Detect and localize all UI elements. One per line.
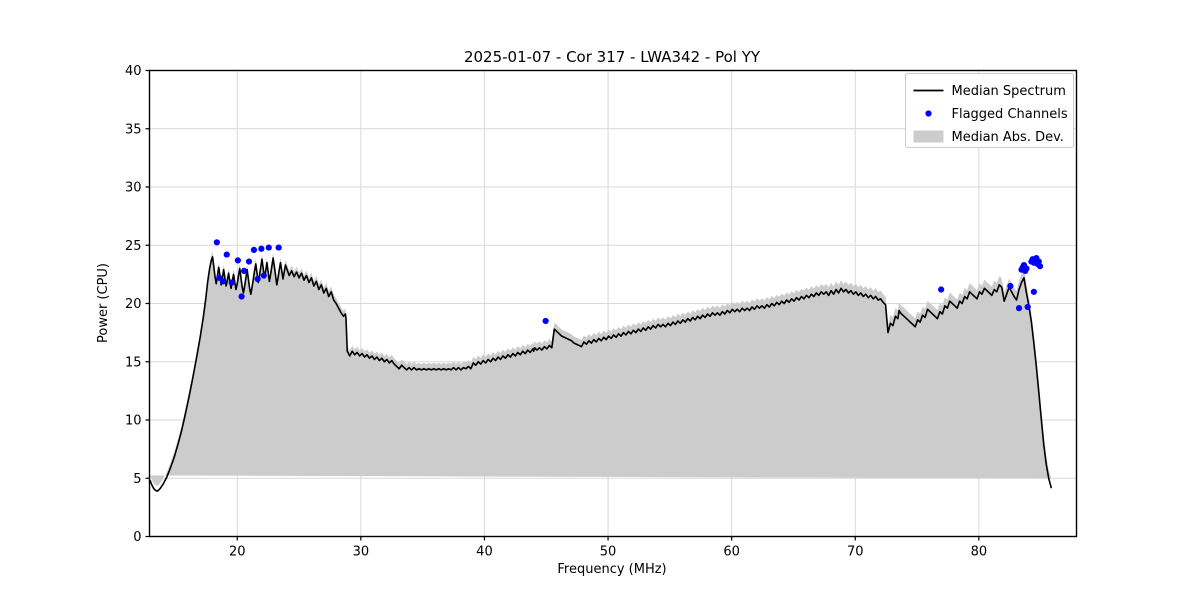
flagged-channel-point bbox=[1030, 288, 1037, 295]
x-tick-label: 30 bbox=[353, 545, 370, 560]
flagged-channel-point bbox=[265, 244, 272, 251]
x-tick-label: 80 bbox=[971, 545, 988, 560]
flagged-channel-point bbox=[240, 267, 248, 274]
legend-label: Flagged Channels bbox=[952, 107, 1068, 122]
flagged-channel-point bbox=[1036, 263, 1044, 270]
flagged-channel-point bbox=[219, 278, 227, 285]
y-tick-label: 10 bbox=[125, 414, 142, 429]
legend-box bbox=[905, 73, 1074, 148]
y-tick-label: 30 bbox=[125, 181, 142, 196]
flagged-channel-point bbox=[1015, 305, 1023, 312]
x-tick-label: 50 bbox=[600, 545, 617, 560]
flagged-channel-point bbox=[250, 246, 258, 254]
legend-entry[interactable]: Median Abs. Dev. bbox=[913, 130, 1064, 145]
x-axis-label: Frequency (MHz) bbox=[557, 562, 666, 577]
y-axis-label: Power (CPU) bbox=[96, 263, 111, 343]
y-tick-label: 20 bbox=[125, 297, 142, 312]
y-tick-label: 40 bbox=[125, 64, 142, 79]
y-tick-label: 25 bbox=[125, 239, 142, 254]
flagged-channel-point bbox=[260, 272, 267, 279]
flagged-channel-point bbox=[213, 239, 220, 246]
chart-legend[interactable]: Median Spectrum Flagged Channels Median Ab… bbox=[905, 73, 1074, 148]
flagged-channel-point bbox=[1007, 282, 1014, 290]
x-tick-label: 60 bbox=[723, 545, 740, 560]
flagged-channel-point bbox=[1035, 258, 1042, 265]
flagged-channel-point bbox=[275, 244, 282, 251]
x-axis-ticks: 20 30 40 50 60 70 80 bbox=[229, 536, 988, 560]
mad-band bbox=[150, 251, 1052, 486]
legend-entry[interactable]: Median Spectrum bbox=[913, 84, 1066, 99]
y-axis-ticks: 0 5 10 15 20 25 30 35 40 bbox=[125, 64, 150, 545]
y-tick-label: 5 bbox=[133, 472, 141, 487]
flagged-channel-point bbox=[254, 275, 261, 283]
flagged-channel-point bbox=[234, 257, 241, 264]
legend-label: Median Spectrum bbox=[952, 84, 1066, 99]
flagged-channel-point bbox=[1024, 303, 1031, 311]
x-tick-label: 70 bbox=[847, 545, 864, 560]
legend-label: Median Abs. Dev. bbox=[952, 130, 1064, 145]
flagged-channel-point bbox=[1023, 265, 1030, 272]
flagged-channel-point bbox=[938, 286, 945, 293]
flagged-channel-point bbox=[228, 279, 235, 286]
legend-dot-swatch bbox=[925, 110, 932, 117]
mad-band-area bbox=[150, 251, 1052, 486]
flagged-channel-point bbox=[542, 317, 549, 325]
median-spectrum-path bbox=[149, 256, 1052, 492]
y-tick-label: 0 bbox=[133, 530, 141, 545]
flagged-channel-point bbox=[258, 245, 265, 252]
median-spectrum-line bbox=[149, 256, 1052, 492]
x-tick-label: 40 bbox=[476, 545, 493, 560]
flagged-channel-point bbox=[223, 251, 230, 258]
y-tick-label: 15 bbox=[125, 355, 142, 370]
y-tick-label: 35 bbox=[125, 122, 142, 137]
legend-band-swatch bbox=[913, 130, 944, 143]
flagged-channel-point bbox=[245, 258, 253, 265]
flagged-channel-point bbox=[238, 293, 245, 300]
legend-entry[interactable]: Flagged Channels bbox=[925, 107, 1068, 122]
flagged-channel-points bbox=[213, 239, 1044, 325]
x-tick-label: 20 bbox=[229, 545, 246, 560]
chart-title: 2025-01-07 - Cor 317 - LWA342 - Pol YY bbox=[464, 48, 761, 66]
